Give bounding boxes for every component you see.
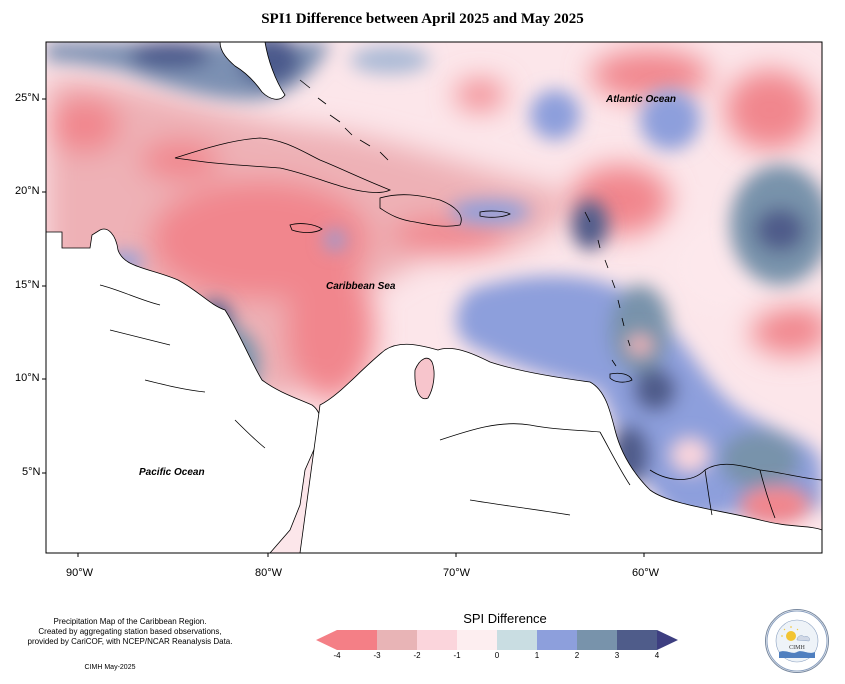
legend-title: SPI Difference: [463, 611, 547, 626]
cimh-logo-graphic: CIMH: [766, 610, 828, 672]
legend-tick-label: 3: [614, 651, 620, 660]
cimh-logo: CIMH: [765, 609, 829, 673]
lat-label: 25°N: [15, 92, 40, 104]
credit-line: Created by aggregating station based obs…: [38, 627, 222, 636]
map-frame: [45, 41, 823, 554]
credit-line: provided by CariCOF, with NCEP/NCAR Rean…: [27, 637, 233, 646]
lon-label: 70°W: [443, 567, 471, 579]
cimh-stamp: CIMH May-2025: [84, 664, 136, 671]
lon-label: 90°W: [66, 567, 94, 579]
wave-icon: [779, 651, 815, 658]
lat-label: 10°N: [15, 372, 40, 384]
credit-line: Precipitation Map of the Caribbean Regio…: [53, 617, 207, 626]
legend-swatch: [417, 630, 457, 650]
legend-tick-label: -4: [333, 651, 341, 660]
legend-swatch: [337, 630, 377, 650]
lat-label: 15°N: [15, 279, 40, 291]
pacific-ocean-label: Pacific Ocean: [139, 467, 205, 478]
legend-tick-label: 1: [534, 651, 540, 660]
caribbean-sea-label: Caribbean Sea: [326, 281, 396, 292]
axis-ticks: [42, 98, 645, 557]
coastlines: [99, 79, 822, 519]
legend-swatch: [377, 630, 417, 650]
sun-icon: [786, 631, 796, 641]
legend-swatch: [617, 630, 657, 650]
map-title: SPI1 Difference between April 2025 and M…: [261, 11, 584, 27]
legend-tick-label: -3: [373, 651, 381, 660]
legend-under-arrow: [316, 630, 337, 650]
legend-tick-label: 0: [494, 651, 500, 660]
legend-tick-label: -1: [453, 651, 461, 660]
legend-swatch: [457, 630, 497, 650]
lat-label: 20°N: [15, 185, 40, 197]
legend-swatch: [577, 630, 617, 650]
legend-swatch: [537, 630, 577, 650]
lon-label: 60°W: [632, 567, 660, 579]
legend-tick-label: -2: [413, 651, 421, 660]
land-mask: [46, 42, 822, 553]
lon-label: 80°W: [255, 567, 283, 579]
atlantic-ocean-label: Atlantic Ocean: [606, 94, 677, 105]
lat-label: 5°N: [22, 466, 41, 478]
cloud-icon: [796, 635, 810, 642]
spi-field: [46, 42, 822, 553]
legend-over-arrow: [657, 630, 678, 650]
legend-tick-label: 2: [574, 651, 580, 660]
logo-text: CIMH: [789, 645, 805, 651]
legend-tick-label: 4: [654, 651, 660, 660]
legend-swatch: [497, 630, 537, 650]
legend-colorbar: [316, 630, 678, 650]
